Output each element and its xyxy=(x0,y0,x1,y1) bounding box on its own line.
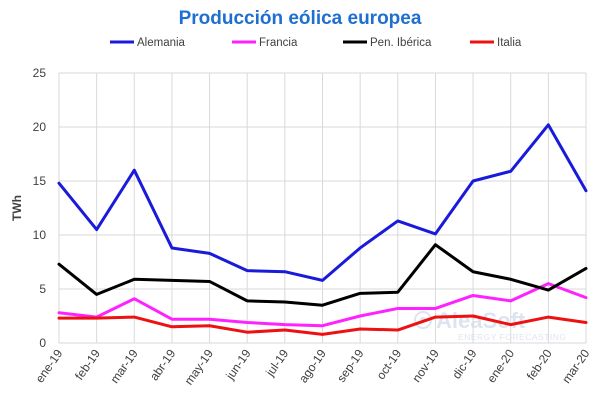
x-tick-label: nov-19 xyxy=(409,346,442,384)
data-point xyxy=(133,298,135,300)
data-point xyxy=(209,252,211,254)
y-tick-label: 0 xyxy=(39,336,46,350)
y-axis-label: TWh xyxy=(10,195,24,221)
watermark-brand: AleaSoft xyxy=(436,308,526,333)
data-point xyxy=(322,304,323,306)
data-point xyxy=(322,333,323,335)
x-tick-label: dic-19 xyxy=(449,346,479,381)
data-point xyxy=(246,331,248,333)
legend-label: Italia xyxy=(497,37,522,49)
data-point xyxy=(585,321,587,323)
data-point xyxy=(58,312,60,314)
data-point xyxy=(472,180,474,182)
data-point xyxy=(397,291,399,293)
data-point xyxy=(133,278,135,280)
y-tick-label: 25 xyxy=(33,66,47,80)
x-tick-label: sep-19 xyxy=(334,346,367,384)
data-point xyxy=(510,170,512,172)
data-point xyxy=(397,307,399,309)
x-tick-label: mar-20 xyxy=(559,346,592,385)
data-point xyxy=(96,293,98,295)
data-point xyxy=(209,325,211,327)
x-tick-label: abr-19 xyxy=(147,346,179,383)
data-point xyxy=(510,324,512,326)
data-point xyxy=(434,233,436,235)
data-point xyxy=(246,270,248,272)
x-tick-label: feb-19 xyxy=(72,346,103,382)
data-point xyxy=(284,271,286,273)
y-tick-label: 15 xyxy=(33,174,47,188)
data-point xyxy=(284,324,286,326)
data-point xyxy=(209,318,211,320)
data-point xyxy=(510,300,512,302)
data-point xyxy=(133,169,135,171)
data-point xyxy=(359,292,361,294)
data-point xyxy=(547,283,549,285)
x-tick-label: may-19 xyxy=(182,346,217,387)
x-tick-label: jul-19 xyxy=(262,346,291,379)
data-point xyxy=(322,325,323,327)
x-tick-label: jun-19 xyxy=(222,346,253,382)
x-tick-label: feb-20 xyxy=(524,346,555,382)
legend-label: Alemania xyxy=(137,37,186,49)
legend-label: Pen. Ibérica xyxy=(370,37,432,49)
data-point xyxy=(58,182,60,184)
x-tick-label: oct-19 xyxy=(374,346,405,382)
legend-label: Francia xyxy=(259,37,298,49)
chart-title: Producción eólica europea xyxy=(178,8,422,29)
data-point xyxy=(434,316,436,318)
data-point xyxy=(585,297,587,299)
x-tick-label: ene-19 xyxy=(33,346,66,385)
data-point xyxy=(510,278,512,280)
data-point xyxy=(585,190,587,192)
data-point xyxy=(359,315,361,317)
watermark-logo: AleaSoft ENERGY FORECASTING xyxy=(414,308,567,342)
data-point xyxy=(359,328,361,330)
data-point xyxy=(434,307,436,309)
data-point xyxy=(171,279,173,281)
data-point xyxy=(171,247,173,249)
data-point xyxy=(246,321,248,323)
data-point xyxy=(397,220,399,222)
data-point xyxy=(472,271,474,273)
data-point xyxy=(284,301,286,303)
data-point xyxy=(547,289,549,291)
data-point xyxy=(209,280,211,282)
data-point xyxy=(472,294,474,296)
data-point xyxy=(547,316,549,318)
data-point xyxy=(171,326,173,328)
data-point xyxy=(171,318,173,320)
data-point xyxy=(58,263,60,265)
y-tick-label: 10 xyxy=(33,228,47,242)
data-point xyxy=(96,229,98,231)
data-point xyxy=(472,315,474,317)
y-tick-label: 5 xyxy=(39,282,46,296)
x-tick-label: ago-19 xyxy=(296,346,329,385)
data-point xyxy=(246,300,248,302)
data-point xyxy=(397,329,399,331)
data-point xyxy=(359,247,361,249)
watermark-tagline: ENERGY FORECASTING xyxy=(458,332,567,342)
data-point xyxy=(284,329,286,331)
x-tick-label: mar-19 xyxy=(107,346,140,385)
x-tick-label: ene-20 xyxy=(484,346,517,385)
data-point xyxy=(585,267,587,269)
y-tick-label: 20 xyxy=(33,120,47,134)
data-point xyxy=(58,317,60,319)
data-point xyxy=(547,124,549,126)
data-point xyxy=(133,316,135,318)
data-point xyxy=(96,317,98,319)
data-point xyxy=(434,244,436,246)
data-point xyxy=(322,279,323,281)
